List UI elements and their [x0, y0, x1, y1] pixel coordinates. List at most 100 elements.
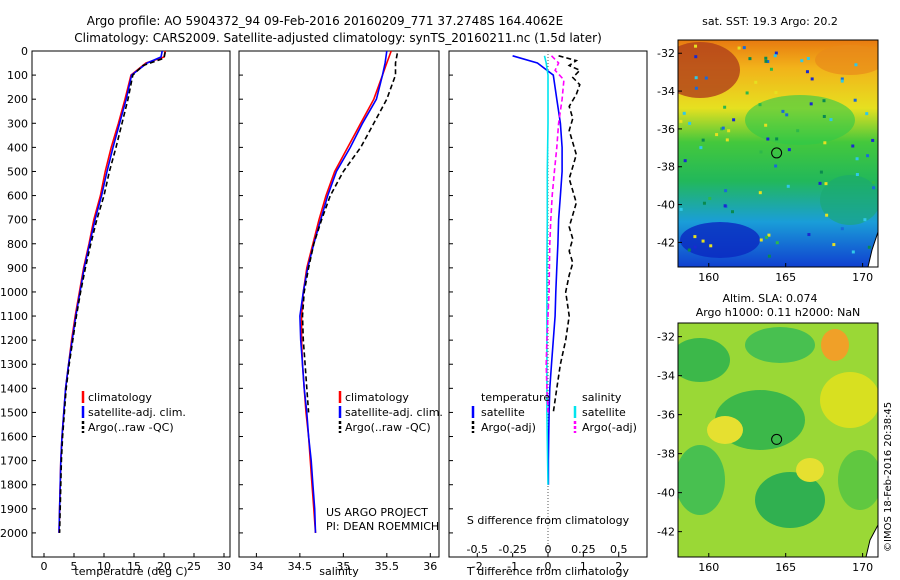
x2-tick-label: -0.5 [467, 543, 488, 556]
sst-map-frame [677, 39, 879, 268]
x2-tick-label: 0.5 [610, 543, 628, 556]
sst-pixel [694, 76, 698, 80]
legend-temp-satellite: satellite [481, 406, 525, 419]
depth-tick-label: 200 [7, 93, 28, 106]
sst-pixel [855, 157, 859, 161]
legend-argo: Argo(..raw -QC) [345, 421, 431, 434]
sst-pixel [767, 254, 771, 258]
lat-tick-label: -34 [657, 85, 675, 98]
legend-temp-argo: Argo(-adj) [481, 421, 536, 434]
sst-pixel [872, 186, 876, 190]
sst-pixel [853, 98, 857, 102]
lat-tick-label: -36 [657, 409, 675, 422]
sst-pixel [851, 250, 855, 254]
pi-credit: PI: DEAN ROEMMICH [326, 520, 439, 533]
sst-pixel [715, 133, 719, 137]
lon-tick-label: 165 [775, 271, 796, 284]
legend-sal-satellite: satellite [582, 406, 626, 419]
sst-pixel [758, 103, 762, 107]
x-tick-label: 34.5 [288, 560, 313, 573]
sst-pixel [773, 54, 777, 58]
x-tick-label: 35.5 [375, 560, 400, 573]
sst-pixel [855, 173, 859, 177]
salinity-x-axis: 34 34.5 35 35.5 36 [249, 553, 437, 573]
sst-pixel [766, 137, 770, 141]
sst-pixel [730, 210, 734, 214]
sst-pixel [766, 60, 770, 64]
depth-tick-label: 900 [7, 262, 28, 275]
sst-pixel [683, 159, 687, 163]
sst-pixel [765, 235, 769, 239]
sst-pixel [774, 91, 778, 95]
sst-pixel [721, 126, 725, 130]
x-tick-label: 1 [580, 560, 587, 573]
lon-tick-label: 170 [852, 561, 873, 574]
depth-tick-label: 1900 [0, 503, 28, 516]
lat-tick-label: -36 [657, 123, 675, 136]
sst-pixel [764, 56, 768, 60]
series-argo [301, 53, 399, 413]
sst-pixel [796, 129, 800, 133]
sst-pixel [709, 244, 713, 248]
sst-pixel [832, 243, 836, 247]
sst-pixel [851, 144, 855, 148]
x-tick-label: 2 [615, 560, 622, 573]
sst-pixel [694, 55, 698, 59]
salinity-diff-axis-label: S difference from climatology [467, 514, 630, 527]
sst-map-title: sat. SST: 19.3 Argo: 20.2 [702, 15, 838, 28]
sst-pixel [727, 129, 731, 133]
sst-pixel [725, 138, 729, 142]
legend-climatology: climatology [345, 391, 409, 404]
sst-pixel [745, 91, 749, 95]
difference-x-axes: -2 -1 0 1 2 -0.5 -0.25 0 0.25 0.5 [467, 543, 628, 573]
x-tick-label: 0 [545, 560, 552, 573]
sst-pixel [822, 114, 826, 118]
x-tick-label: 20 [157, 560, 171, 573]
legend-argo: Argo(..raw -QC) [88, 421, 174, 434]
sst-pixel [764, 123, 768, 127]
sst-pixel [720, 127, 724, 131]
depth-tick-label: 500 [7, 165, 28, 178]
depth-tick-label: 1400 [0, 382, 28, 395]
sst-float-marker [771, 147, 783, 159]
x2-tick-label: 0 [545, 543, 552, 556]
legend-temperature-title: temperature [481, 391, 550, 404]
sst-pixel [805, 70, 809, 74]
series-satellite [299, 50, 388, 533]
sst-pixel [787, 148, 791, 152]
sst-pixel [774, 164, 778, 168]
depth-tick-label: 0 [21, 45, 28, 58]
depth-tick-label: 1600 [0, 431, 28, 444]
difference-profiles [512, 55, 582, 485]
sst-pixel [810, 77, 814, 81]
sst-pixel [822, 99, 826, 103]
sst-pixel [679, 119, 683, 123]
sst-pixel [723, 204, 727, 208]
sst-pixel [866, 154, 870, 158]
lat-tick-label: -32 [657, 47, 675, 60]
sst-pixel [800, 59, 804, 63]
legend-satellite: satellite-adj. clim. [345, 406, 443, 419]
sst-pixel [774, 51, 778, 55]
imos-timestamp: ©IMOS 18-Feb-2016 20:38:45 [883, 402, 894, 552]
sst-pixel [701, 138, 705, 142]
temperature-axis-label: temperature (deg C) [74, 565, 187, 578]
temperature-diff-axis-label: T difference from climatology [466, 565, 629, 578]
lon-tick-label: 160 [698, 561, 719, 574]
salinity-legend: climatology satellite-adj. clim. Argo(..… [338, 391, 443, 434]
lat-tick-label: -32 [657, 331, 675, 344]
sla-map-title-2: Argo h1000: 0.11 h2000: NaN [696, 306, 861, 319]
sst-pixel [708, 196, 712, 200]
sst-pixel [704, 76, 708, 80]
x-tick-label: 35 [336, 560, 350, 573]
sst-pixel [819, 170, 823, 174]
series-temperature-argo [552, 55, 582, 413]
sst-pixel [871, 138, 875, 142]
sst-pixel [809, 102, 813, 106]
lat-tick-label: -40 [657, 199, 675, 212]
sst-pixel [724, 189, 728, 193]
sla-map-title-1: Altim. SLA: 0.074 [722, 292, 817, 305]
sst-pixel [759, 238, 763, 242]
sst-pixel [824, 182, 828, 186]
series-argo [58, 52, 166, 533]
